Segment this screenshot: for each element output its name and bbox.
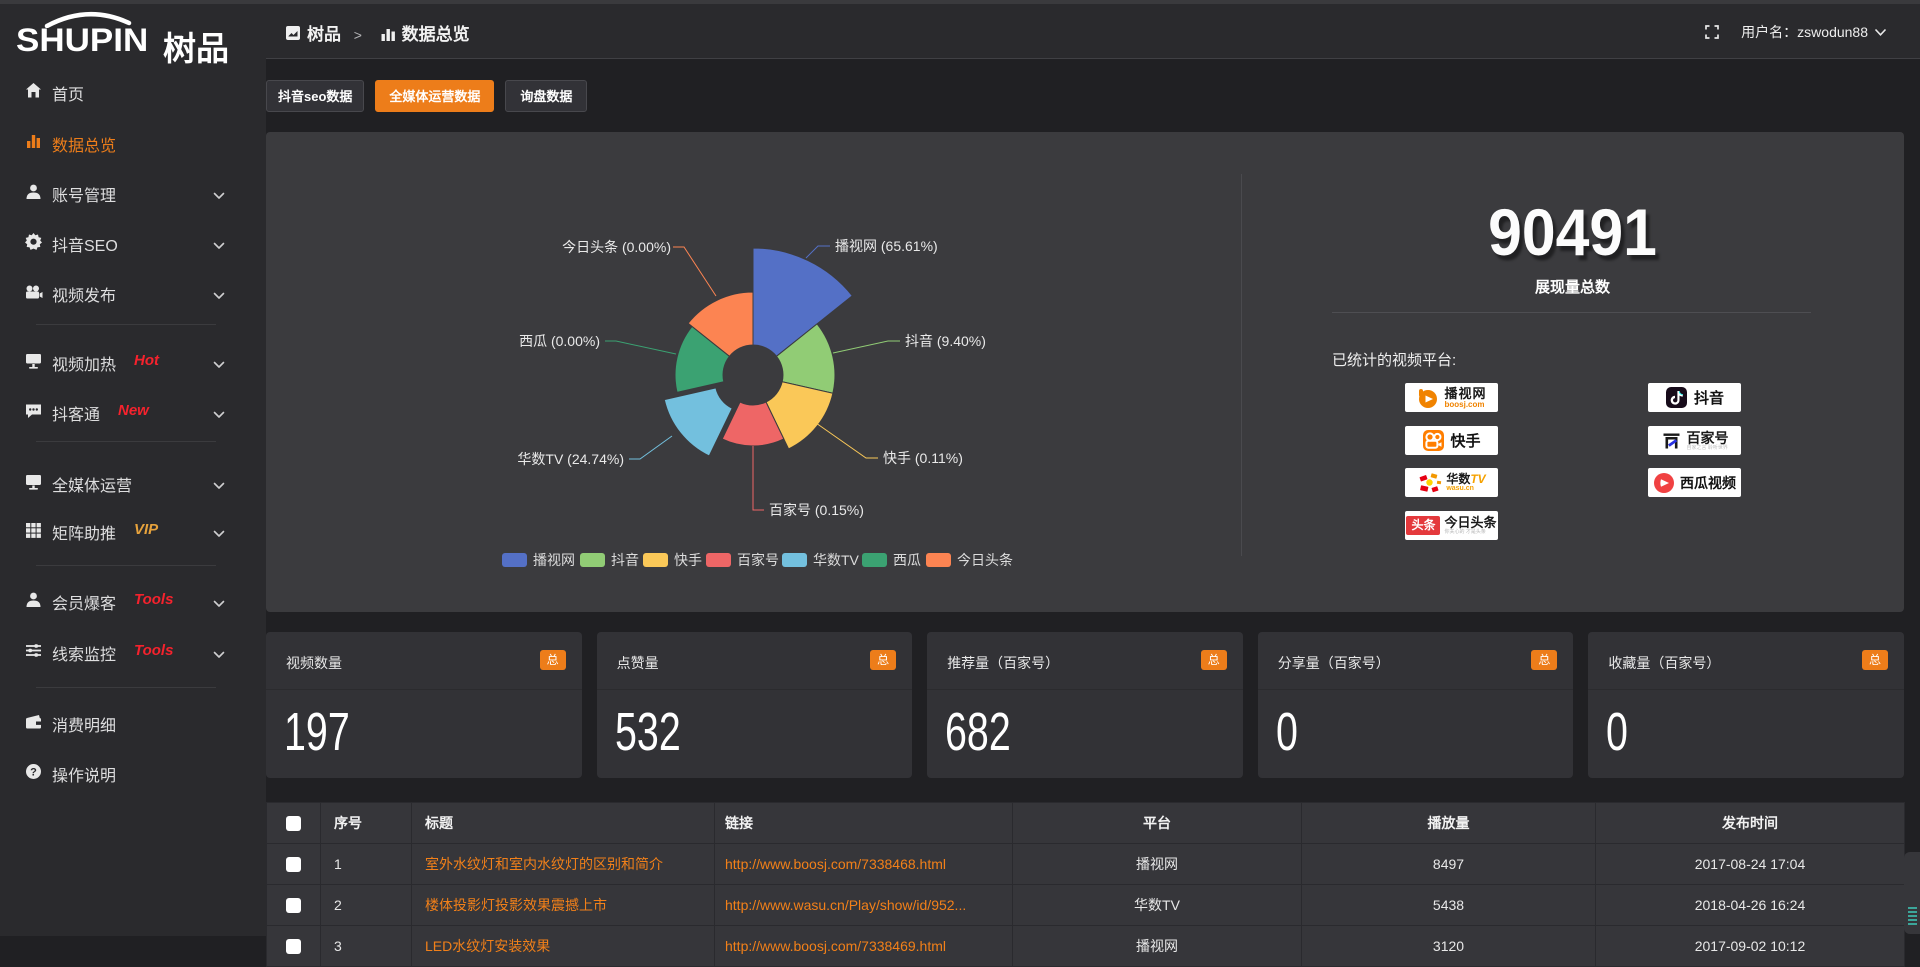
svg-text:西瓜: 西瓜	[893, 552, 921, 568]
svg-text:今日头条: 今日头条	[957, 552, 1013, 568]
svg-text:西瓜 (0.00%): 西瓜 (0.00%)	[519, 333, 600, 349]
svg-text:今日头条 (0.00%): 今日头条 (0.00%)	[562, 239, 671, 255]
svg-text:快手 (0.11%): 快手 (0.11%)	[883, 450, 963, 466]
svg-text:百家号 (0.15%): 百家号 (0.15%)	[769, 502, 864, 518]
svg-text:播视网 (65.61%): 播视网 (65.61%)	[835, 238, 938, 254]
svg-text:华数TV: 华数TV	[813, 552, 860, 568]
svg-text:快手: 快手	[674, 552, 702, 568]
svg-text:华数TV (24.74%): 华数TV (24.74%)	[517, 451, 624, 467]
svg-text:抖音: 抖音	[611, 552, 639, 568]
svg-text:播视网: 播视网	[533, 552, 575, 568]
svg-text:?: ?	[30, 766, 37, 778]
svg-text:抖音 (9.40%): 抖音 (9.40%)	[905, 333, 986, 349]
svg-text:百家号: 百家号	[737, 552, 779, 568]
